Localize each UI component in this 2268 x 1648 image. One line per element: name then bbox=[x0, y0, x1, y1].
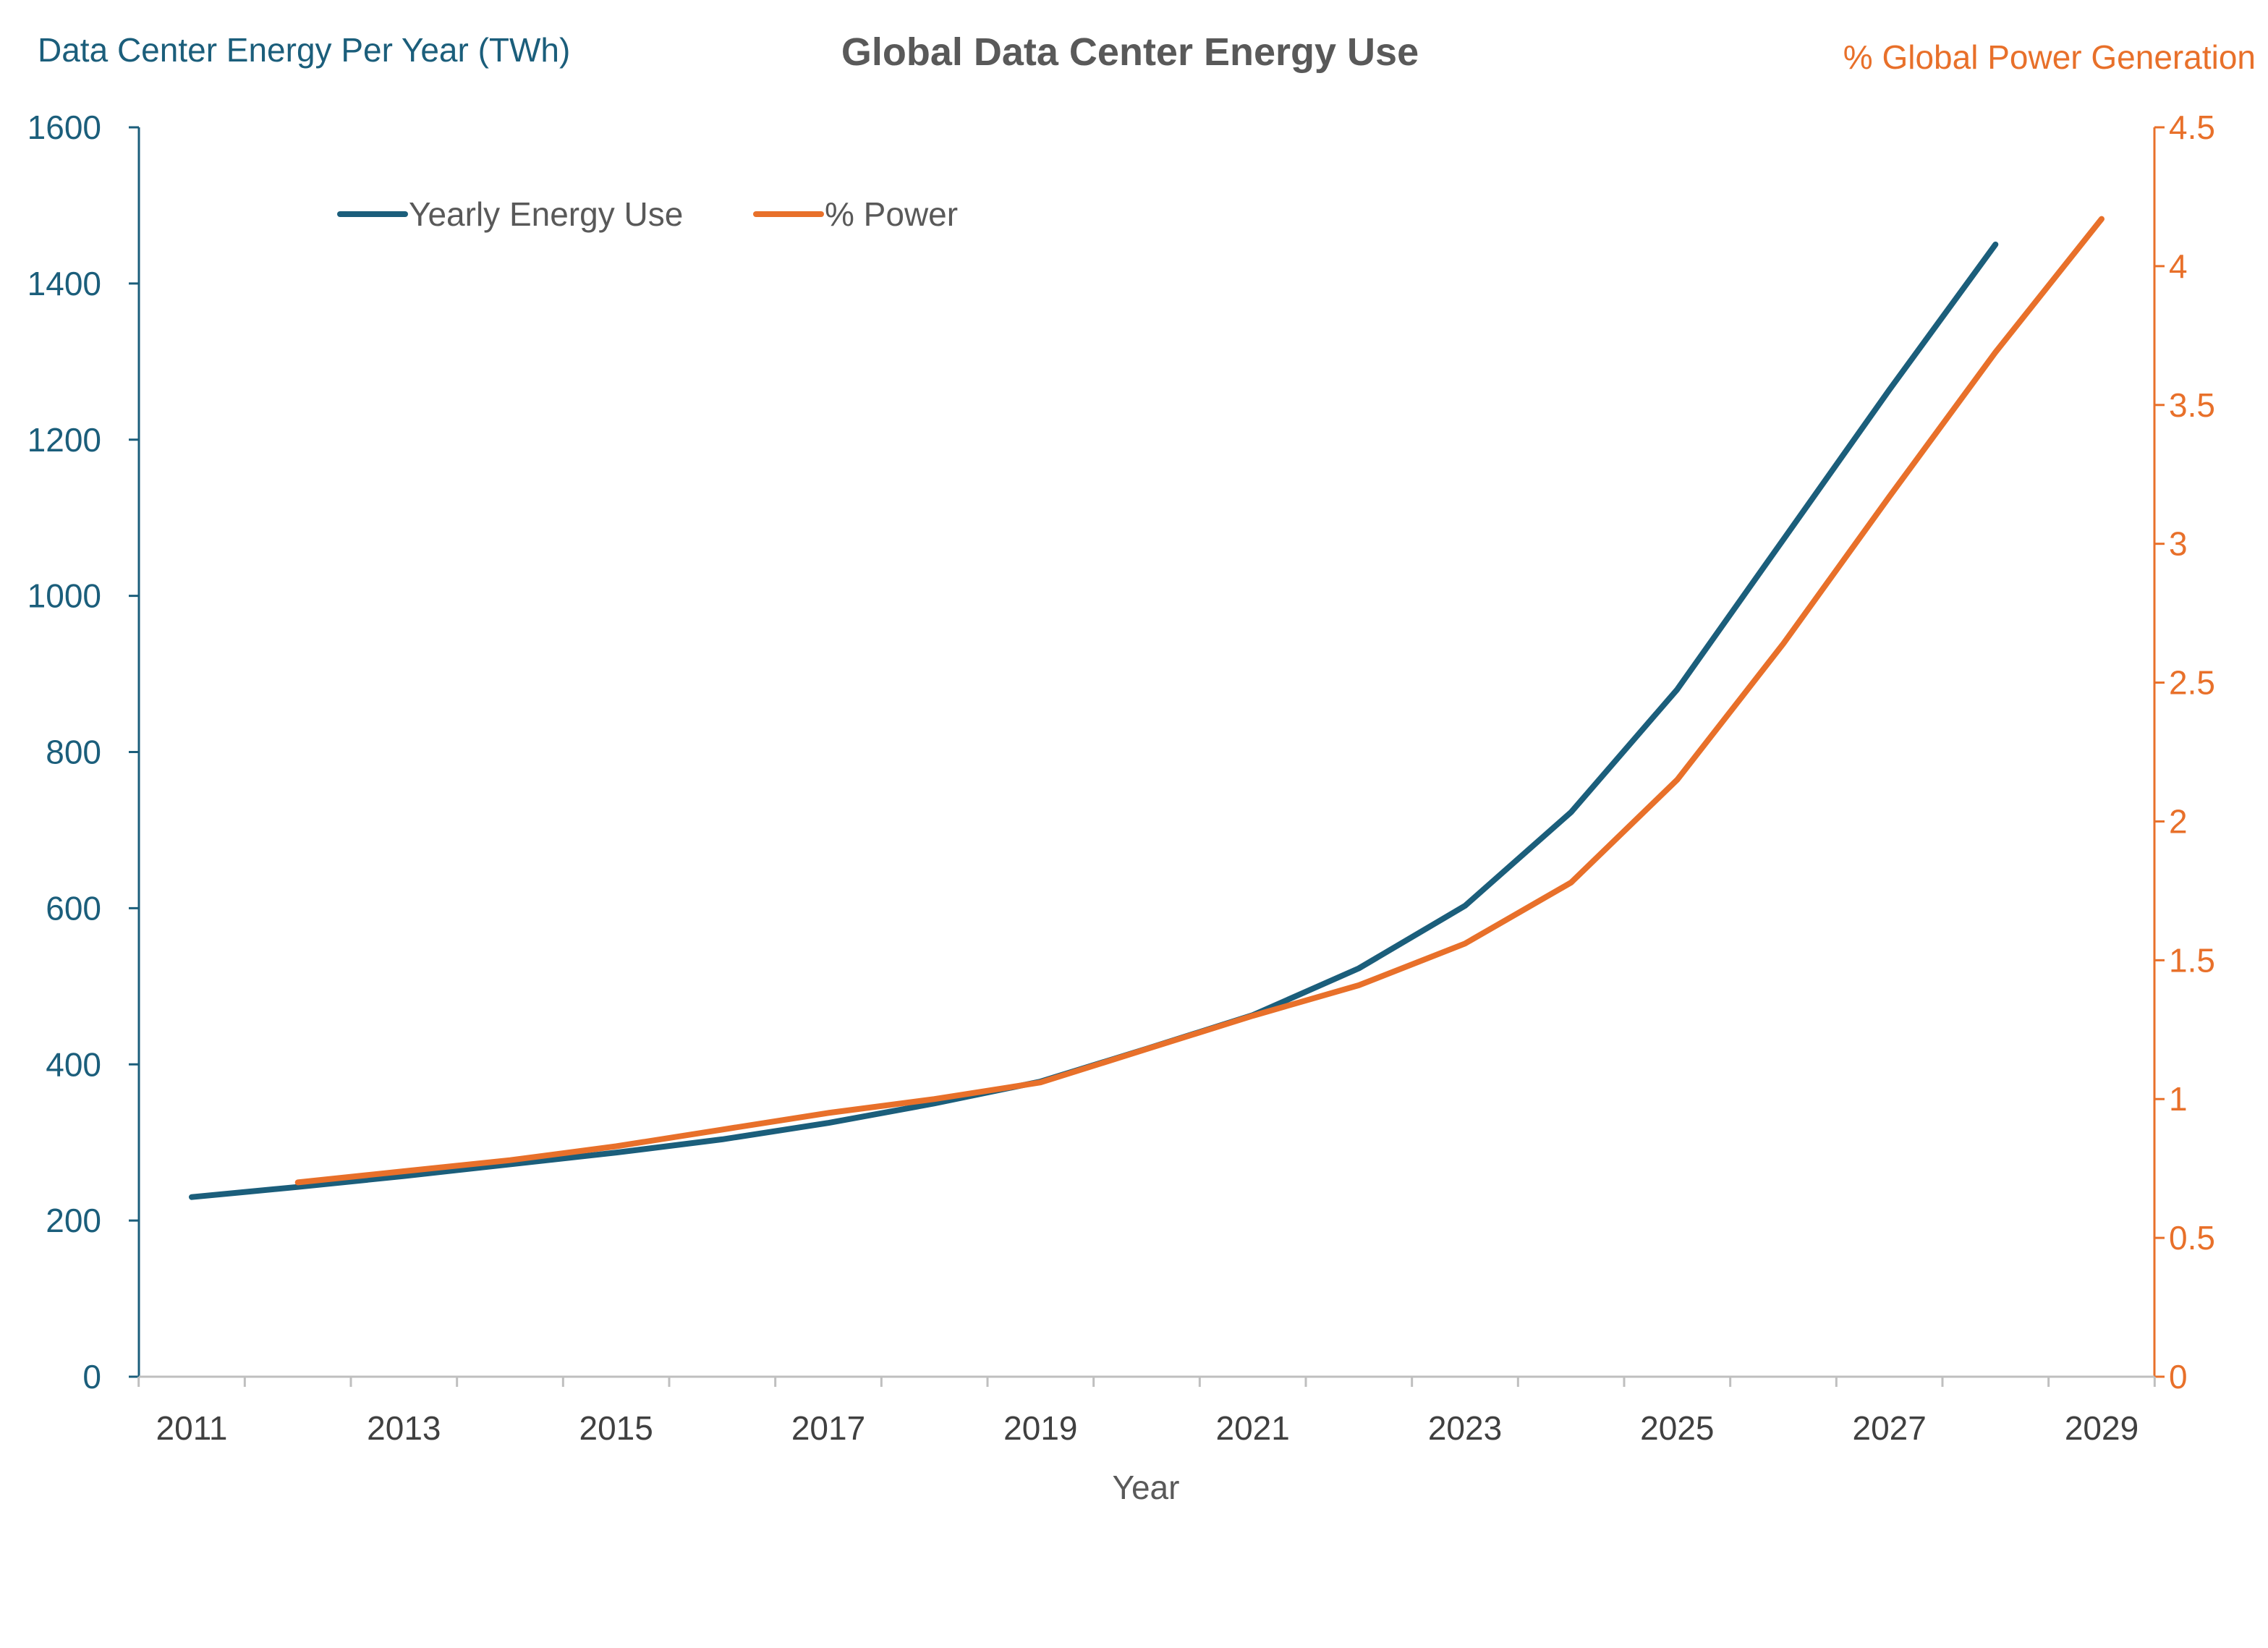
left-tick-label: 800 bbox=[46, 734, 101, 771]
left-tick-label: 1600 bbox=[27, 109, 101, 146]
right-tick-label: 0.5 bbox=[2169, 1219, 2215, 1257]
right-tick-label: 4 bbox=[2169, 247, 2188, 285]
left-tick-label: 1000 bbox=[27, 577, 101, 615]
left-tick-label: 600 bbox=[46, 889, 101, 927]
x-tick-label: 2015 bbox=[579, 1409, 653, 1447]
legend-label: % Power bbox=[825, 195, 958, 233]
left-tick-label: 0 bbox=[82, 1358, 101, 1396]
series-lines bbox=[189, 216, 2105, 1200]
right-tick-label: 3.5 bbox=[2169, 386, 2215, 424]
x-tick-label: 2019 bbox=[1003, 1409, 1077, 1447]
chart-title: Global Data Center Energy Use bbox=[841, 30, 1419, 74]
left-tick-label: 1400 bbox=[27, 265, 101, 302]
series-line-percent-power bbox=[294, 216, 2105, 1186]
x-tick-label: 2011 bbox=[156, 1409, 228, 1447]
right-tick-label: 2 bbox=[2169, 802, 2188, 840]
x-tick-label: 2023 bbox=[1428, 1409, 1502, 1447]
x-tick-label: 2027 bbox=[1852, 1409, 1926, 1447]
right-tick-label: 1 bbox=[2169, 1080, 2188, 1118]
x-tick-label: 2013 bbox=[367, 1409, 441, 1447]
right-tick-label: 3 bbox=[2169, 525, 2188, 563]
right-tick-label: 4.5 bbox=[2169, 109, 2215, 146]
legend: Yearly Energy Use % Power bbox=[337, 195, 958, 233]
right-tick-label: 0 bbox=[2169, 1358, 2188, 1396]
left-tick-label: 400 bbox=[46, 1045, 101, 1083]
right-tick-label: 2.5 bbox=[2169, 664, 2215, 702]
right-axis-title: % Global Power Generation bbox=[1843, 38, 2256, 76]
right-tick-label: 1.5 bbox=[2169, 941, 2215, 979]
x-tick-label: 2017 bbox=[791, 1409, 865, 1447]
x-tick-label: 2029 bbox=[2065, 1409, 2139, 1447]
left-tick-label: 200 bbox=[46, 1202, 101, 1239]
left-axis-title: Data Center Energy Per Year (TWh) bbox=[38, 31, 570, 69]
legend-label: Yearly Energy Use bbox=[409, 195, 683, 233]
axes: 0 200 400 600 800 1000 1200 1400 1600 0 0.5 1 1.5 2 2.… bbox=[27, 109, 2215, 1447]
left-tick-label: 1200 bbox=[27, 421, 101, 459]
x-axis-title: Year bbox=[1113, 1469, 1180, 1506]
x-tick-label: 2021 bbox=[1215, 1409, 1289, 1447]
x-tick-label: 2025 bbox=[1640, 1409, 1714, 1447]
